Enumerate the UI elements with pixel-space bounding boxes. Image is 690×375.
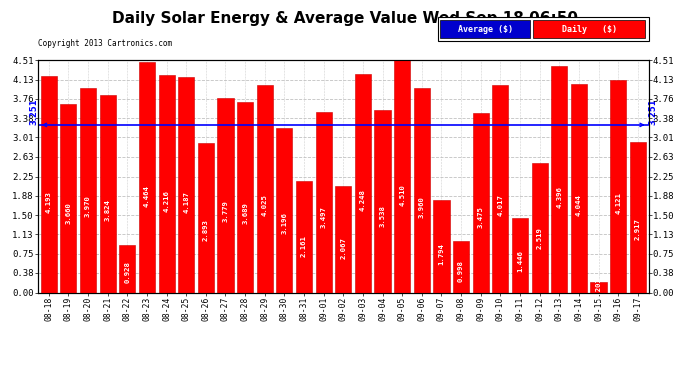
Text: 4.025: 4.025 xyxy=(262,194,268,216)
Bar xyxy=(453,241,469,292)
Text: 3.196: 3.196 xyxy=(282,212,287,234)
Text: 4.510: 4.510 xyxy=(400,184,405,206)
Bar xyxy=(551,66,567,292)
Text: 1.794: 1.794 xyxy=(438,243,444,265)
Bar xyxy=(237,102,253,292)
Text: 3.251: 3.251 xyxy=(30,98,39,125)
Text: 0.928: 0.928 xyxy=(124,261,130,284)
Bar xyxy=(276,128,293,292)
Bar xyxy=(335,186,351,292)
Bar xyxy=(217,98,233,292)
Text: 2.893: 2.893 xyxy=(203,219,209,241)
Text: Average ($): Average ($) xyxy=(457,25,513,34)
Text: 4.187: 4.187 xyxy=(183,191,189,213)
Text: 3.251: 3.251 xyxy=(648,98,657,125)
Bar xyxy=(414,88,430,292)
Text: 3.779: 3.779 xyxy=(222,200,228,222)
Bar xyxy=(296,181,312,292)
Bar xyxy=(512,218,528,292)
Bar xyxy=(375,110,391,292)
Text: 4.248: 4.248 xyxy=(360,190,366,211)
Text: 2.519: 2.519 xyxy=(537,227,542,249)
Text: 3.660: 3.660 xyxy=(66,202,71,224)
Bar xyxy=(610,80,627,292)
Bar xyxy=(198,143,214,292)
Text: 4.017: 4.017 xyxy=(497,195,504,216)
Text: Daily   ($): Daily ($) xyxy=(562,25,618,34)
Text: 2.067: 2.067 xyxy=(340,237,346,259)
Text: 3.475: 3.475 xyxy=(477,206,484,228)
Bar xyxy=(178,76,195,292)
Text: 3.970: 3.970 xyxy=(85,196,91,217)
Bar xyxy=(591,282,607,292)
Bar xyxy=(433,200,449,292)
Bar xyxy=(139,62,155,292)
Bar xyxy=(60,104,77,292)
Text: 4.121: 4.121 xyxy=(615,192,621,214)
Bar xyxy=(492,86,509,292)
Text: 3.689: 3.689 xyxy=(242,202,248,223)
Bar xyxy=(41,76,57,292)
Bar xyxy=(119,244,135,292)
Bar xyxy=(630,142,646,292)
Text: 4.044: 4.044 xyxy=(576,194,582,216)
Text: 4.396: 4.396 xyxy=(556,186,562,208)
Text: 4.464: 4.464 xyxy=(144,185,150,207)
Bar xyxy=(99,95,116,292)
Text: 2.161: 2.161 xyxy=(301,235,307,256)
Text: Daily Solar Energy & Average Value Wed Sep 18 06:50: Daily Solar Energy & Average Value Wed S… xyxy=(112,11,578,26)
Text: 1.446: 1.446 xyxy=(517,250,523,272)
Text: 0.998: 0.998 xyxy=(458,260,464,282)
Bar xyxy=(355,74,371,292)
Bar xyxy=(257,85,273,292)
Text: Copyright 2013 Cartronics.com: Copyright 2013 Cartronics.com xyxy=(38,39,172,48)
Text: 3.960: 3.960 xyxy=(419,196,425,218)
Text: 3.538: 3.538 xyxy=(380,205,386,227)
Text: 4.216: 4.216 xyxy=(164,190,170,212)
Bar xyxy=(80,88,96,292)
Text: 2.917: 2.917 xyxy=(635,218,641,240)
Bar xyxy=(531,163,548,292)
Bar xyxy=(159,75,175,292)
Bar xyxy=(473,113,489,292)
Bar xyxy=(394,60,411,292)
Text: 3.824: 3.824 xyxy=(105,199,110,220)
Text: 0.203: 0.203 xyxy=(595,277,602,299)
Text: 3.497: 3.497 xyxy=(321,206,326,228)
Text: 4.193: 4.193 xyxy=(46,191,52,213)
Bar xyxy=(571,84,587,292)
Bar xyxy=(315,112,332,292)
